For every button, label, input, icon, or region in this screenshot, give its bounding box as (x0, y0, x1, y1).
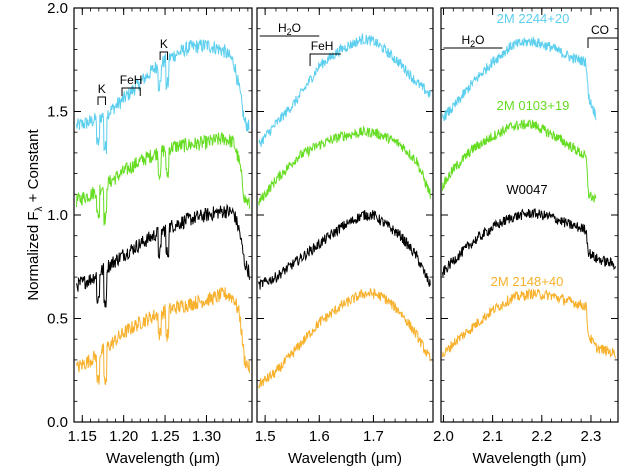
panel-frame (256, 7, 434, 423)
x-tick-label: 2.2 (531, 428, 552, 445)
feature-marker: FeH (309, 39, 341, 66)
x-tick-label: 1.25 (150, 428, 179, 445)
axes-layer: 0.0 0.5 1.0 1.5 2.0 1.15 1.20 1.25 1.30 Wavelengt… (25, 0, 619, 467)
series-label: 2M 2244+20 (497, 11, 570, 26)
series-line (258, 125, 431, 206)
y-tick-label: 0.5 (47, 311, 68, 328)
x-tick-label: 1.5 (255, 428, 276, 445)
series-line (76, 203, 250, 308)
x-tick-label: 2.1 (482, 428, 503, 445)
feature-marker: K (97, 82, 106, 105)
feature-bracket (309, 53, 341, 66)
series-label: 2M 0103+19 (497, 98, 570, 113)
panel-2: 1.5 1.6 1.7 Wavelength (μm) (255, 7, 434, 467)
panel-3: 2.0 2.1 2.2 2.3 Wavelength (μm) (433, 7, 619, 467)
feature-bracket (121, 87, 141, 96)
y-axis-title: Normalized Fλ + Constant (25, 129, 45, 301)
y-tick-label: 1.5 (47, 104, 68, 121)
x-tick-label: 1.7 (363, 428, 384, 445)
x-tick-label: 1.30 (192, 428, 221, 445)
feature-label: H2O (461, 33, 484, 49)
feature-label: K (160, 37, 168, 51)
feature-marker: H2O (259, 21, 320, 37)
feature-label: FeH (311, 39, 334, 53)
feature-marker: K (159, 37, 169, 60)
feature-bracket (97, 96, 106, 105)
series-line (76, 287, 250, 386)
feature-bracket (159, 51, 169, 60)
feature-marker: FeH (120, 73, 143, 96)
series-layer (76, 32, 616, 389)
feature-marker: H2O (443, 33, 503, 49)
series-line (258, 32, 431, 147)
series-label: 2M 2148+40 (491, 274, 564, 289)
x-axis-title: Wavelength (μm) (473, 450, 587, 467)
x-axis-title: Wavelength (μm) (106, 450, 220, 467)
panel-1: 0.0 0.5 1.0 1.5 2.0 1.15 1.20 1.25 1.30 Wavelengt… (47, 0, 253, 467)
series-line (442, 208, 616, 277)
x-tick-label: 1.15 (68, 428, 97, 445)
series-line (442, 287, 616, 359)
x-tick-label: 1.20 (109, 428, 138, 445)
y-tick-label: 2.0 (47, 0, 68, 17)
feature-label: K (98, 82, 106, 96)
feature-label: H2O (278, 21, 301, 37)
x-tick-label: 1.6 (309, 428, 330, 445)
y-tick-label: 0.0 (47, 414, 68, 431)
feature-bracket (587, 37, 618, 48)
series-line (258, 287, 431, 389)
feature-label: FeH (120, 73, 143, 87)
series-line (442, 119, 597, 203)
y-tick-label: 1.0 (47, 207, 68, 224)
feature-marker: CO (587, 23, 618, 48)
x-tick-label: 2.0 (433, 428, 454, 445)
series-line (442, 35, 597, 122)
series-line (76, 39, 250, 154)
series-line (76, 132, 250, 226)
annotation-layer: K FeH K H2O FeH H2O CO 2M 2244+20 2M 0103+19 W004… (97, 11, 618, 289)
series-line (258, 209, 431, 290)
feature-label: CO (591, 23, 609, 37)
x-axis-title: Wavelength (μm) (288, 450, 402, 467)
x-tick-label: 2.3 (581, 428, 602, 445)
series-label: W0047 (506, 182, 547, 197)
